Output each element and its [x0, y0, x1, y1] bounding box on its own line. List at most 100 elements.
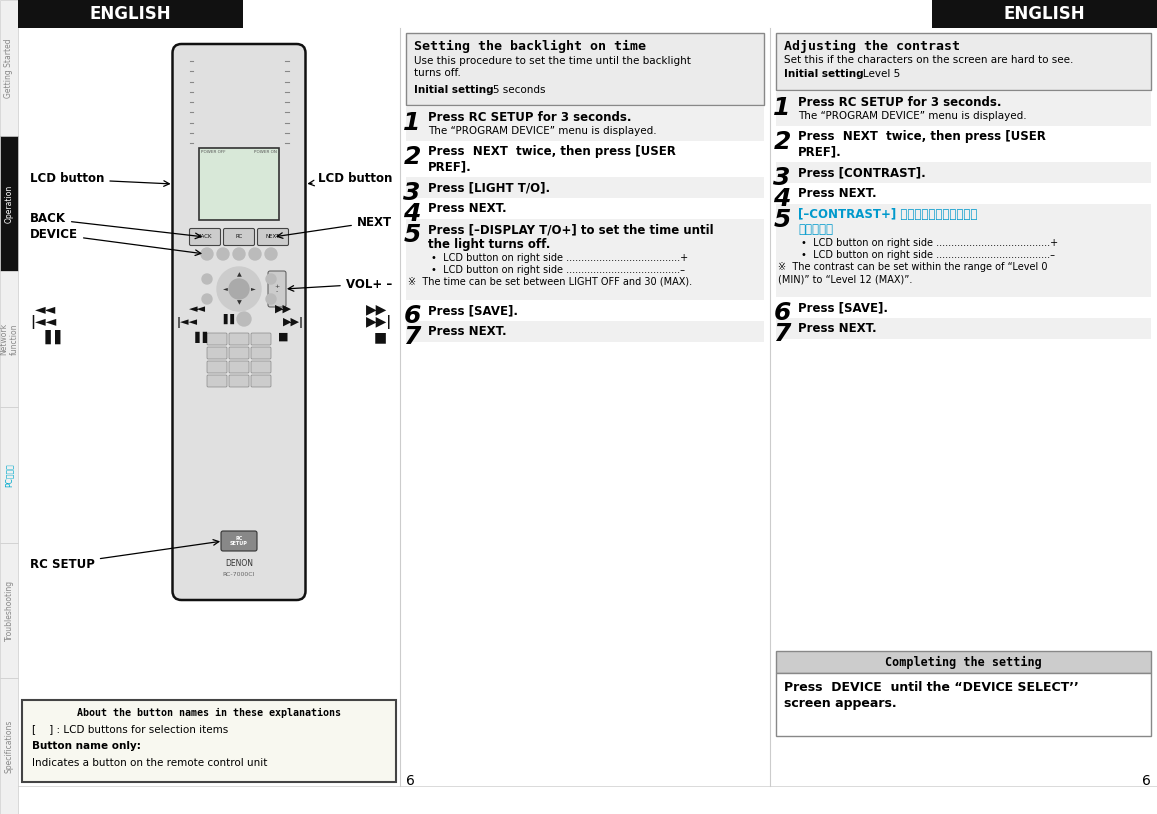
- Circle shape: [249, 248, 261, 260]
- Text: BACK: BACK: [30, 212, 201, 239]
- Text: 7: 7: [773, 322, 790, 346]
- Circle shape: [266, 274, 277, 284]
- FancyBboxPatch shape: [172, 44, 305, 600]
- Bar: [22, 700, 396, 782]
- Circle shape: [266, 294, 277, 304]
- Text: Press  NEXT  twice, then press [USER: Press NEXT twice, then press [USER: [798, 130, 1046, 143]
- Text: ▐▐: ▐▐: [220, 314, 235, 324]
- Text: ▶▶: ▶▶: [274, 304, 292, 314]
- Text: ENGLISH: ENGLISH: [1003, 5, 1085, 23]
- FancyBboxPatch shape: [229, 361, 249, 373]
- Text: DENON: DENON: [224, 558, 253, 567]
- Text: POWER ON: POWER ON: [255, 150, 277, 154]
- Text: Initial setting: Initial setting: [414, 85, 494, 95]
- FancyBboxPatch shape: [221, 531, 257, 551]
- Text: ▐▐: ▐▐: [40, 330, 61, 344]
- Bar: [776, 162, 1151, 183]
- FancyBboxPatch shape: [229, 333, 249, 345]
- Text: Troubleshooting: Troubleshooting: [5, 580, 14, 641]
- Text: Adjusting the contrast: Adjusting the contrast: [784, 40, 960, 53]
- Text: ▶▶|: ▶▶|: [282, 317, 303, 327]
- Bar: [0, 0, 19, 136]
- Text: Press RC SETUP for 3 seconds.: Press RC SETUP for 3 seconds.: [798, 96, 1002, 109]
- Text: BACK: BACK: [198, 234, 212, 239]
- Bar: [0, 543, 19, 678]
- Text: Button name only:: Button name only:: [32, 741, 141, 751]
- Bar: [0, 407, 19, 543]
- FancyBboxPatch shape: [207, 347, 227, 359]
- Text: ►: ►: [251, 287, 256, 291]
- FancyBboxPatch shape: [258, 229, 288, 246]
- Text: Press [CONTRAST].: Press [CONTRAST].: [798, 166, 926, 179]
- Text: Use this procedure to set the time until the backlight: Use this procedure to set the time until…: [414, 56, 691, 66]
- Text: Completing the setting: Completing the setting: [885, 655, 1041, 668]
- FancyBboxPatch shape: [207, 333, 227, 345]
- Bar: [406, 141, 764, 177]
- Text: ▐▐: ▐▐: [191, 331, 207, 343]
- Text: [–CONTRAST+] を押し、コントラストを: [–CONTRAST+] を押し、コントラストを: [798, 208, 978, 221]
- Text: 6: 6: [773, 301, 790, 325]
- Text: 7: 7: [404, 325, 421, 349]
- FancyBboxPatch shape: [251, 375, 271, 387]
- Text: ◄◄: ◄◄: [35, 302, 57, 316]
- Bar: [0, 678, 19, 814]
- Bar: [406, 321, 764, 342]
- Text: |◄◄: |◄◄: [30, 315, 57, 329]
- Text: Set this if the characters on the screen are hard to see.: Set this if the characters on the screen…: [784, 55, 1074, 65]
- Text: 1: 1: [773, 96, 790, 120]
- FancyBboxPatch shape: [229, 375, 249, 387]
- Circle shape: [237, 312, 251, 326]
- Bar: [776, 183, 1151, 204]
- Text: RC SETUP: RC SETUP: [30, 540, 219, 571]
- Text: Press NEXT.: Press NEXT.: [428, 202, 507, 215]
- Text: NEXT: NEXT: [278, 216, 392, 239]
- Text: : 5 seconds: : 5 seconds: [486, 85, 545, 95]
- FancyBboxPatch shape: [190, 229, 221, 246]
- Text: DEVICE: DEVICE: [30, 227, 201, 256]
- FancyBboxPatch shape: [251, 347, 271, 359]
- Bar: [776, 126, 1151, 162]
- Text: ▼: ▼: [237, 300, 242, 305]
- Text: (MIN)” to “Level 12 (MAX)”.: (MIN)” to “Level 12 (MAX)”.: [778, 274, 913, 284]
- Circle shape: [202, 294, 212, 304]
- Bar: [406, 177, 764, 198]
- Bar: [776, 33, 1151, 90]
- Text: Press [SAVE].: Press [SAVE].: [798, 301, 889, 314]
- FancyBboxPatch shape: [251, 333, 271, 345]
- Bar: [776, 651, 1151, 673]
- FancyBboxPatch shape: [207, 375, 227, 387]
- FancyBboxPatch shape: [207, 361, 227, 373]
- Text: ※  The time can be set between LIGHT OFF and 30 (MAX).: ※ The time can be set between LIGHT OFF …: [408, 277, 692, 287]
- Text: 3: 3: [404, 181, 421, 205]
- Bar: [406, 107, 764, 141]
- Text: PCアプリ: PCアプリ: [5, 463, 14, 487]
- Text: Press RC SETUP for 3 seconds.: Press RC SETUP for 3 seconds.: [428, 111, 632, 124]
- Text: The “PROGRAM DEVICE” menu is displayed.: The “PROGRAM DEVICE” menu is displayed.: [428, 126, 657, 136]
- Text: Initial setting: Initial setting: [784, 69, 863, 79]
- Circle shape: [218, 267, 261, 311]
- Text: screen appears.: screen appears.: [784, 697, 897, 710]
- Text: 6: 6: [406, 774, 415, 788]
- Text: Press NEXT.: Press NEXT.: [798, 322, 877, 335]
- Text: ENGLISH: ENGLISH: [90, 5, 171, 23]
- Text: 2: 2: [404, 145, 421, 169]
- Text: 6: 6: [1142, 774, 1151, 788]
- FancyBboxPatch shape: [251, 361, 271, 373]
- Text: 設定する。: 設定する。: [798, 223, 833, 236]
- Bar: [199, 148, 279, 220]
- Text: Press  NEXT  twice, then press [USER: Press NEXT twice, then press [USER: [428, 145, 676, 158]
- Text: Press [–DISPLAY T/O+] to set the time until: Press [–DISPLAY T/O+] to set the time un…: [428, 223, 714, 236]
- Bar: [776, 297, 1151, 318]
- Bar: [933, 0, 1157, 28]
- Text: Press NEXT.: Press NEXT.: [428, 325, 507, 338]
- Text: 4: 4: [404, 202, 421, 226]
- Circle shape: [201, 248, 213, 260]
- Bar: [776, 92, 1151, 126]
- Text: ◄◄: ◄◄: [189, 304, 206, 314]
- Text: ▶▶: ▶▶: [366, 302, 386, 316]
- Bar: [0, 136, 19, 271]
- Text: ※  The contrast can be set within the range of “Level 0: ※ The contrast can be set within the ran…: [778, 262, 1047, 272]
- Text: RC
SETUP: RC SETUP: [230, 536, 248, 546]
- FancyBboxPatch shape: [268, 271, 286, 307]
- Bar: [0, 271, 19, 407]
